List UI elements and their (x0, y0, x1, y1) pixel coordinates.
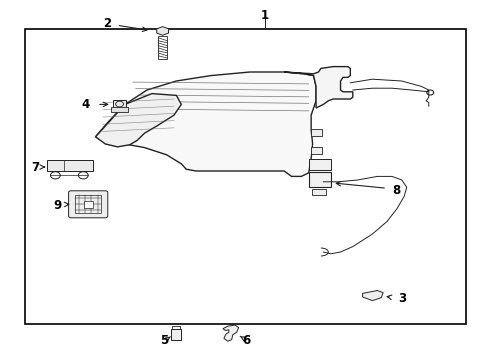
Bar (171, 329, 181, 340)
Text: 8: 8 (392, 184, 400, 197)
Bar (312, 189, 326, 195)
Bar (311, 163, 322, 170)
Polygon shape (96, 94, 181, 147)
Text: 7: 7 (31, 161, 39, 174)
Polygon shape (157, 27, 169, 35)
Bar (84, 201, 93, 208)
Bar (311, 147, 322, 154)
Text: 9: 9 (54, 199, 62, 212)
Polygon shape (284, 67, 353, 108)
Text: 5: 5 (160, 334, 168, 347)
Bar (75, 195, 101, 213)
Polygon shape (363, 291, 383, 301)
Polygon shape (223, 325, 239, 341)
Text: 1: 1 (261, 9, 269, 22)
Polygon shape (96, 72, 316, 176)
Bar (311, 129, 322, 136)
Bar (47, 160, 93, 171)
Bar (158, 36, 167, 59)
Bar (111, 107, 128, 112)
Bar (24, 29, 465, 324)
Text: 4: 4 (82, 98, 90, 111)
Bar (113, 100, 126, 108)
Bar (309, 172, 331, 187)
Text: 6: 6 (243, 334, 250, 347)
Text: 3: 3 (398, 292, 406, 305)
FancyBboxPatch shape (69, 191, 108, 218)
Text: 2: 2 (103, 17, 111, 30)
Bar (309, 159, 331, 170)
